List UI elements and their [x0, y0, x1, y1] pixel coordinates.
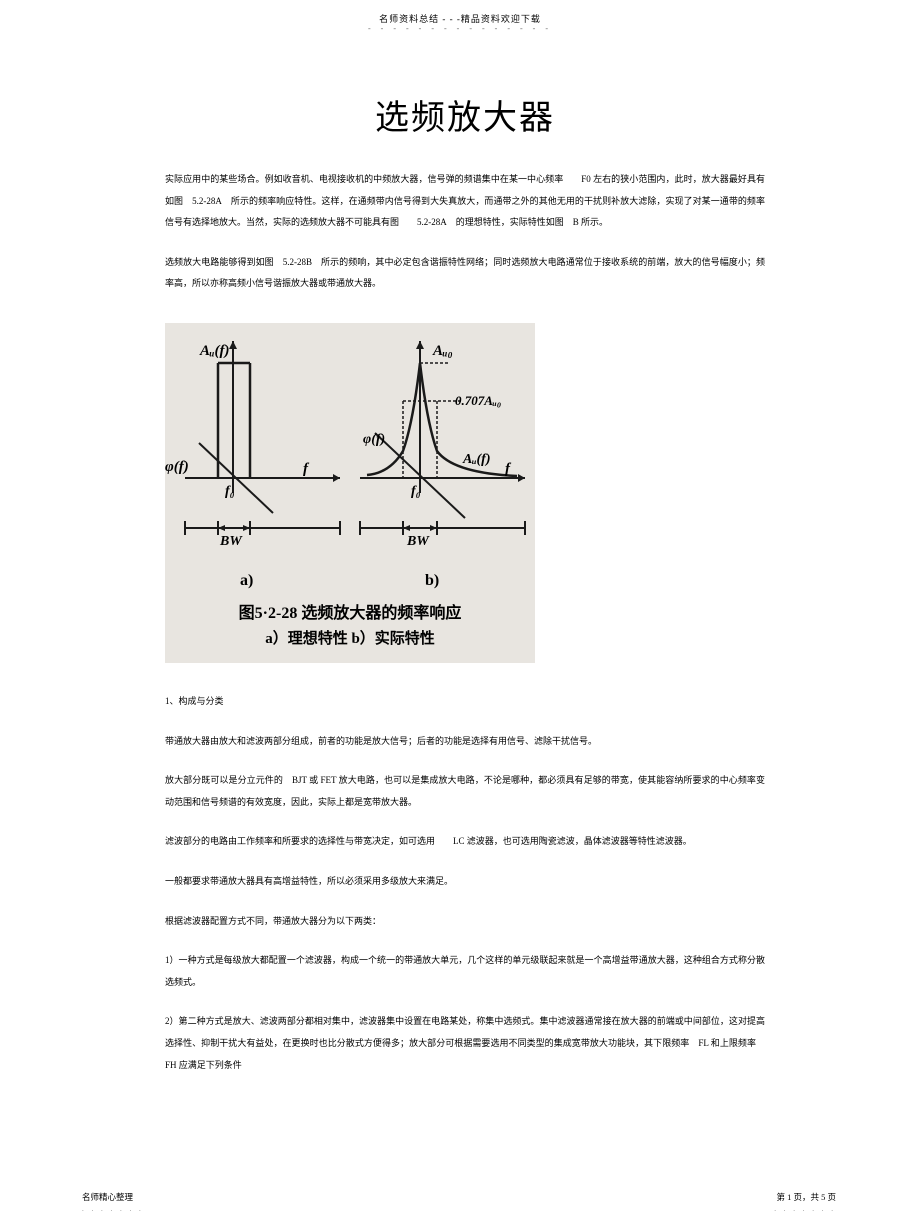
paragraph-9: 2）第二种方式是放大、滤波两部分都相对集中，滤波器集中设置在电路某处，称集中选频…	[165, 1011, 765, 1076]
page-title: 选频放大器	[165, 90, 765, 139]
footer-left: 名师精心整理	[82, 1191, 133, 1203]
page-content: 选频放大器 实际应用中的某些场合。例如收音机、电视接收机的中频放大器，信号弹的频…	[165, 60, 765, 1080]
paragraph-6: 一般都要求带通放大器具有高增益特性，所以必须采用多级放大来满足。	[165, 871, 765, 893]
footer-right: 第 1 页，共 5 页	[776, 1191, 836, 1203]
footer-right-suffix: 页	[825, 1192, 836, 1202]
label-auf-b: Aᵤ(f)	[462, 452, 491, 467]
label-bw-a: BW	[219, 534, 243, 549]
label-f0-b: f₀	[411, 484, 421, 499]
subplot-b: Aᵤ₀ 0.707Aᵤ₀ φ(f) Aᵤ(f) f₀ f BW b)	[360, 341, 525, 589]
label-bw-b: BW	[406, 534, 430, 549]
footer-right-prefix: 第	[776, 1192, 787, 1202]
paragraph-3: 带通放大器由放大和滤波两部分组成，前者的功能是放大信号；后者的功能是选择有用信号…	[165, 731, 765, 753]
label-phi-f-a: φ(f)	[165, 459, 189, 475]
label-a: a)	[240, 572, 253, 589]
paragraph-5: 滤波部分的电路由工作频率和所要求的选择性与带宽决定，如可选用 LC 滤波器，也可…	[165, 831, 765, 853]
section-1-heading: 1、构成与分类	[165, 691, 765, 713]
label-coef-b: 0.707Aᵤ₀	[455, 393, 501, 408]
footer-right-mid: 页，共	[791, 1192, 821, 1202]
footer-dots-left: . . . . . . .	[82, 1205, 144, 1213]
label-phi-f-b: φ(f)	[363, 432, 385, 447]
figure-svg: Aᵤ(f) φ(f) f₀ f BW a)	[165, 323, 535, 663]
figure-caption-sub: a）理想特性 b）实际特性	[265, 629, 435, 647]
paragraph-4: 放大部分既可以是分立元件的 BJT 或 FET 放大电路，也可以是集成放大电路，…	[165, 770, 765, 813]
label-f0-a: f₀	[225, 484, 235, 499]
paragraph-2: 选频放大电路能够得到如图 5.2-28B 所示的频响，其中必定包含谐振特性网络；…	[165, 252, 765, 295]
paragraph-1: 实际应用中的某些场合。例如收音机、电视接收机的中频放大器，信号弹的频谱集中在某一…	[165, 169, 765, 234]
label-f-a: f	[303, 461, 310, 477]
footer-dots-right: . . . . . . .	[774, 1205, 836, 1213]
figure-container: Aᵤ(f) φ(f) f₀ f BW a)	[165, 323, 765, 663]
paragraph-8: 1）一种方式是每级放大都配置一个滤波器，构成一个统一的带通放大单元，几个这样的单…	[165, 950, 765, 993]
label-au-f-a: Aᵤ(f)	[199, 343, 229, 359]
figure-5-2-28: Aᵤ(f) φ(f) f₀ f BW a)	[165, 323, 535, 663]
subplot-a: Aᵤ(f) φ(f) f₀ f BW a)	[165, 341, 340, 589]
header-dots: - - - - - - - - - - - - - - -	[368, 24, 552, 33]
label-au0-b: Aᵤ₀	[432, 343, 453, 359]
paragraph-7: 根据滤波器配置方式不同，带通放大器分为以下两类：	[165, 911, 765, 933]
figure-caption-main: 图5·2-28 选频放大器的频率响应	[239, 603, 462, 622]
label-b: b)	[425, 572, 439, 589]
